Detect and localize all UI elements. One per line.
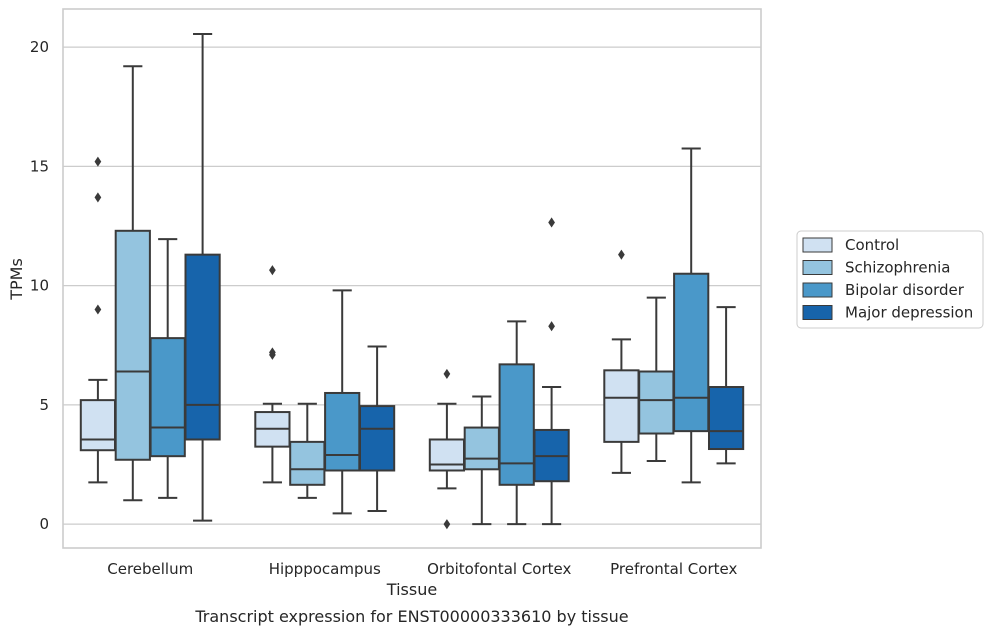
box	[184, 253, 221, 441]
box-plot	[149, 238, 186, 499]
legend-swatch	[802, 282, 833, 298]
outlier-point	[548, 321, 555, 332]
outlier-point	[269, 265, 276, 276]
box-plot	[533, 217, 570, 526]
legend-swatch	[802, 237, 833, 253]
box	[79, 399, 117, 452]
box-plot	[638, 296, 675, 462]
x-tick-label: Prefrontal Cortex	[610, 560, 737, 578]
box	[149, 337, 186, 458]
box-plot	[114, 65, 151, 502]
box	[603, 369, 640, 443]
box	[114, 229, 151, 461]
box-plot	[428, 368, 466, 530]
chart-title: Transcript expression for ENST0000033361…	[194, 607, 628, 626]
box-plot	[673, 147, 710, 484]
legend-frame	[796, 230, 984, 329]
legend: Control Schizophrenia Bipolar disorder Majo…	[796, 230, 984, 329]
y-tick-labels: 0 5 10 15 20	[30, 38, 49, 533]
box-plot	[184, 33, 221, 522]
y-tick-label: 20	[30, 38, 49, 56]
y-tick-label: 5	[39, 396, 49, 414]
box	[498, 363, 535, 486]
box	[324, 391, 361, 472]
box-plot	[324, 289, 361, 515]
legend-label: Major depression	[845, 304, 973, 322]
legend-label: Control	[845, 236, 899, 254]
legend-label: Bipolar disorder	[845, 281, 965, 299]
box-plot	[254, 265, 291, 484]
box-plot	[463, 395, 500, 526]
box	[707, 386, 745, 451]
box-plot	[707, 306, 745, 465]
box	[289, 440, 326, 486]
y-axis-label: TPMs	[7, 258, 26, 301]
outlier-point	[94, 156, 102, 167]
box-plot	[289, 402, 326, 499]
outlier-point	[443, 519, 451, 530]
outlier-point	[443, 368, 451, 379]
x-tick-label: Hipppocampus	[269, 560, 381, 578]
box-plot	[79, 156, 117, 484]
box	[463, 426, 500, 471]
outlier-point	[618, 249, 625, 260]
outlier-point	[548, 217, 555, 228]
x-tick-label: Cerebellum	[107, 560, 193, 578]
box	[638, 370, 675, 435]
outlier-point	[94, 304, 102, 315]
legend-swatch	[802, 305, 833, 320]
legend-swatch	[802, 260, 833, 275]
y-tick-label: 15	[30, 157, 49, 175]
outlier-point	[269, 347, 276, 358]
box	[673, 272, 710, 433]
box-plot	[603, 249, 640, 474]
box-plot-marks	[79, 33, 745, 530]
box	[428, 438, 466, 472]
box	[358, 405, 396, 472]
x-tick-label: Orbitofontal Cortex	[427, 560, 571, 578]
y-tick-label: 10	[30, 277, 49, 295]
legend-label: Schizophrenia	[845, 259, 950, 277]
outlier-point	[94, 192, 102, 203]
box-plot	[358, 345, 396, 513]
x-tick-labels: Cerebellum Hipppocampus Orbitofontal Corte…	[107, 560, 737, 578]
plot-area-frame	[62, 8, 762, 549]
x-axis-label: Tissue	[386, 580, 437, 599]
y-tick-label: 0	[39, 515, 49, 533]
box-plot	[498, 320, 535, 526]
